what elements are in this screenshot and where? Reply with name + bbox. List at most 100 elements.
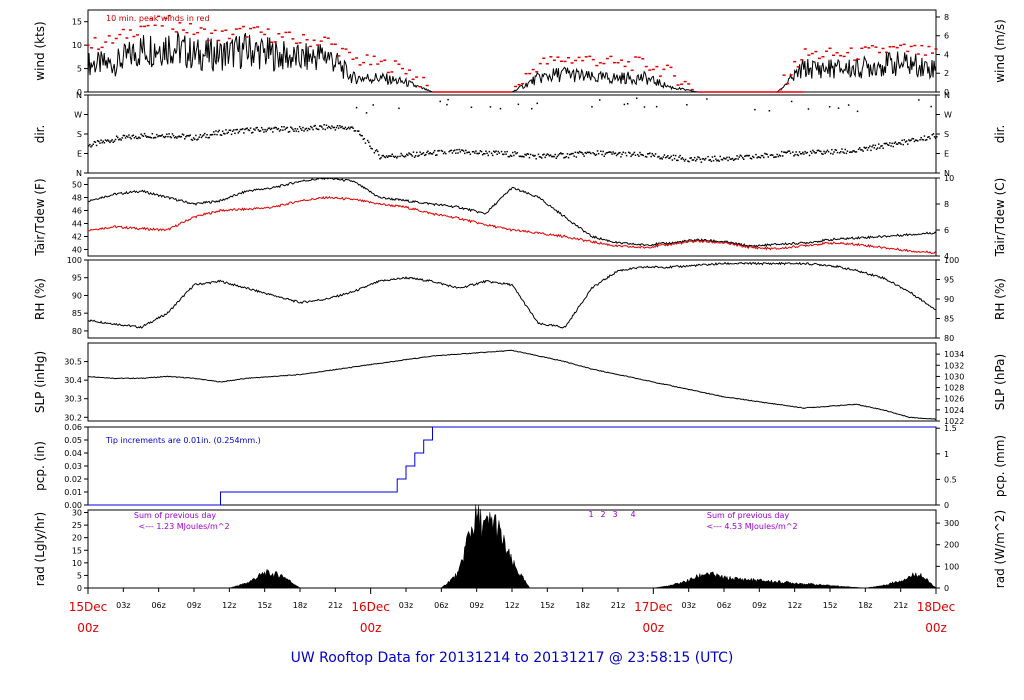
- direction-point: [388, 155, 390, 157]
- direction-point: [715, 158, 717, 160]
- direction-point: [637, 153, 639, 156]
- direction-point: [396, 157, 398, 159]
- direction-point: [635, 97, 638, 99]
- direction-point: [753, 156, 755, 159]
- direction-point: [353, 130, 356, 132]
- direction-point: [719, 155, 721, 158]
- panel-frame-slp: [87, 342, 937, 422]
- direction-point: [750, 158, 753, 160]
- ytick-left-label: 44: [72, 220, 82, 229]
- direction-point: [439, 100, 441, 103]
- direction-point: [757, 156, 759, 158]
- direction-point: [879, 147, 881, 149]
- direction-point: [128, 134, 130, 136]
- direction-point: [769, 154, 772, 156]
- direction-point: [818, 150, 821, 152]
- direction-point: [93, 140, 96, 143]
- direction-point: [428, 153, 430, 155]
- direction-point: [831, 148, 833, 151]
- direction-point: [650, 155, 652, 158]
- direction-point: [903, 139, 906, 141]
- direction-point: [870, 149, 872, 152]
- direction-point: [406, 153, 408, 156]
- direction-point: [460, 149, 463, 151]
- ytick-left-label: 80: [72, 327, 82, 336]
- direction-point: [488, 150, 491, 153]
- direction-point: [290, 126, 292, 128]
- direction-point: [643, 106, 646, 108]
- direction-point: [844, 148, 846, 151]
- direction-point: [484, 153, 486, 155]
- direction-point: [393, 156, 396, 158]
- direction-point: [639, 151, 641, 154]
- ytick-right-label: 80: [944, 334, 954, 343]
- direction-point: [356, 130, 359, 132]
- direction-point: [576, 151, 579, 154]
- rad-annotation-1-line2: <--- 1.23 MJoules/m^2: [138, 522, 229, 531]
- ytick-left-label: 25: [72, 521, 82, 530]
- direction-point: [355, 106, 358, 109]
- direction-point: [273, 127, 275, 129]
- day-label: 16Dec: [351, 600, 390, 614]
- direction-point: [377, 150, 379, 153]
- direction-point: [714, 155, 716, 158]
- direction-point: [890, 145, 892, 147]
- direction-point: [371, 148, 373, 150]
- direction-point: [805, 152, 807, 154]
- direction-point: [354, 130, 357, 132]
- direction-point: [481, 153, 484, 156]
- direction-point: [392, 155, 395, 157]
- direction-point: [381, 155, 383, 157]
- direction-point: [549, 154, 552, 156]
- direction-point: [223, 132, 225, 135]
- direction-point: [378, 154, 380, 156]
- direction-point: [640, 153, 642, 156]
- direction-point: [243, 132, 245, 134]
- direction-point: [806, 151, 809, 154]
- direction-point: [735, 158, 737, 160]
- direction-point: [674, 154, 677, 157]
- ytick-left-label: 0.04: [64, 449, 82, 458]
- ytick-right-label: 1.5: [944, 424, 957, 433]
- direction-point: [786, 151, 788, 153]
- direction-point: [404, 155, 407, 157]
- direction-point: [325, 124, 328, 126]
- panel-frame-rh: [87, 259, 937, 339]
- direction-point: [682, 158, 685, 161]
- xtick-label: 06z: [434, 601, 448, 610]
- ylabel-right-rh: RH (%): [993, 278, 1007, 320]
- direction-point: [247, 129, 250, 131]
- direction-point: [263, 131, 265, 133]
- ytick-right-label: 4: [944, 252, 949, 261]
- direction-point: [339, 125, 341, 127]
- direction-point: [828, 106, 831, 108]
- ytick-left-label: 10: [72, 559, 82, 568]
- direction-point: [873, 147, 875, 149]
- direction-point: [467, 151, 469, 153]
- direction-point: [936, 136, 938, 138]
- direction-point: [706, 98, 708, 100]
- direction-point: [197, 138, 199, 140]
- direction-point: [329, 126, 331, 129]
- direction-point: [518, 155, 521, 158]
- direction-point: [924, 139, 927, 141]
- direction-point: [918, 99, 920, 101]
- direction-point: [782, 155, 784, 157]
- direction-point: [363, 137, 366, 140]
- direction-point: [900, 143, 902, 145]
- precip-line: [88, 426, 936, 506]
- ytick-right-label: 0: [944, 501, 949, 510]
- direction-point: [619, 151, 621, 154]
- direction-point: [204, 132, 206, 135]
- direction-point: [272, 131, 274, 133]
- direction-point: [254, 129, 256, 131]
- direction-point: [361, 135, 363, 137]
- direction-point: [215, 130, 217, 132]
- direction-point: [600, 150, 602, 152]
- direction-point: [447, 98, 449, 101]
- direction-point: [787, 150, 790, 152]
- xtick-label: 09z: [187, 601, 201, 610]
- direction-point: [359, 133, 361, 136]
- direction-point: [187, 134, 189, 137]
- direction-point: [483, 153, 485, 155]
